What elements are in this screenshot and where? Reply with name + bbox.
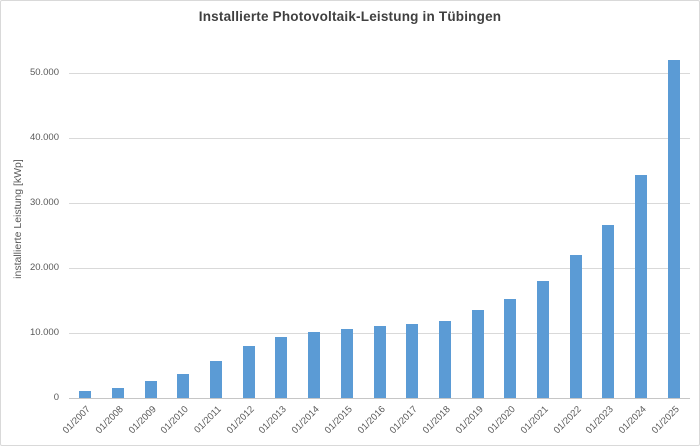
bar-01-2021 [537,281,549,398]
bar-01-2007 [79,391,91,398]
y-tick-label: 0 [53,392,59,403]
bar-01-2008 [112,388,124,398]
bar-01-2019 [472,310,484,398]
bar-01-2015 [341,329,353,398]
y-tick-label: 30.000 [29,197,59,208]
bar-01-2018 [439,321,451,398]
gridline [69,73,690,74]
bar-01-2016 [374,326,386,398]
bar-01-2010 [177,374,189,398]
y-tick-label: 50.000 [29,67,59,78]
gridline [69,268,690,269]
bar-01-2011 [210,361,222,398]
bar-01-2017 [406,324,418,398]
gridline [69,138,690,139]
y-tick-label: 10.000 [29,327,59,338]
bar-01-2012 [243,346,255,398]
bar-01-2009 [145,381,157,398]
x-axis-line [69,398,690,399]
gridline [69,203,690,204]
y-tick-label: 20.000 [29,262,59,273]
y-tick-label: 40.000 [29,132,59,143]
bar-01-2022 [570,255,582,398]
bar-01-2023 [602,225,614,398]
bar-01-2025 [668,60,680,398]
bar-01-2020 [504,299,516,398]
chart-title: Installierte Photovoltaik-Leistung in Tü… [198,9,502,24]
bar-01-2024 [635,175,647,398]
bar-01-2013 [275,337,287,398]
bar-01-2014 [308,332,320,398]
